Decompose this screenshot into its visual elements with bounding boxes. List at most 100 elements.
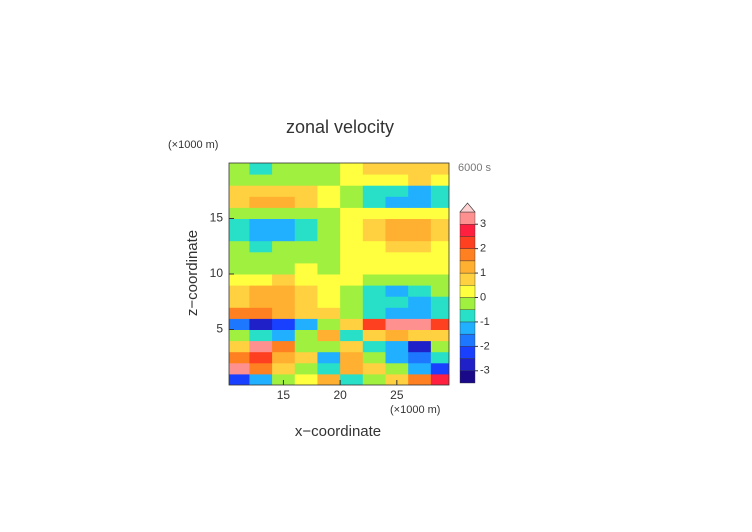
- contour-cell: [340, 229, 364, 242]
- contour-cell: [249, 318, 273, 330]
- contour-cell: [272, 251, 296, 264]
- contour-cell: [249, 240, 273, 253]
- x-tick-label: 15: [277, 388, 291, 402]
- contour-cell: [362, 174, 386, 186]
- contour-cell: [294, 218, 318, 231]
- contour-cell: [408, 318, 432, 330]
- contour-cell: [362, 362, 386, 375]
- contour-cell: [408, 251, 432, 264]
- contour-cell: [362, 262, 386, 275]
- contour-cell: [362, 274, 386, 286]
- contour-cell: [430, 274, 449, 286]
- contour-cell: [430, 229, 449, 242]
- colorbar-band: [459, 346, 476, 359]
- contour-cell: [430, 318, 449, 330]
- contour-cell: [272, 307, 296, 319]
- contour-cell: [317, 262, 341, 275]
- contour-cell: [385, 196, 409, 208]
- contour-cell: [340, 163, 364, 175]
- contour-cell: [249, 218, 273, 231]
- contour-cell: [385, 307, 409, 319]
- contour-cell: [272, 174, 296, 186]
- contour-cell: [362, 296, 386, 308]
- contour-cell: [408, 351, 432, 364]
- contour-cell: [430, 174, 449, 186]
- y-tick-label: 15: [210, 211, 224, 225]
- contour-cell: [385, 251, 409, 264]
- contour-cell: [362, 329, 386, 342]
- colorbar-band: [459, 297, 476, 310]
- contour-cell: [272, 185, 296, 197]
- contour-cell: [340, 196, 364, 208]
- colorbar-extension: [459, 202, 476, 213]
- contour-cell: [340, 340, 364, 353]
- contour-cell: [294, 185, 318, 197]
- contour-cell: [317, 285, 341, 297]
- contour-cell: [229, 185, 250, 197]
- chart-title: zonal velocity: [286, 117, 394, 137]
- colorbar-band: [459, 224, 476, 237]
- contour-cell: [294, 163, 318, 175]
- contour-cell: [385, 207, 409, 219]
- contour-cell: [272, 196, 296, 208]
- contour-cell: [317, 185, 341, 197]
- contour-cell: [294, 240, 318, 253]
- contour-cell: [430, 307, 449, 319]
- contour-cell: [249, 274, 273, 286]
- contour-cell: [340, 274, 364, 286]
- contour-cell: [249, 229, 273, 242]
- contour-cell: [229, 318, 250, 330]
- contour-cell: [249, 362, 273, 375]
- contour-cell: [430, 373, 449, 385]
- contour-cell: [272, 262, 296, 275]
- contour-cell: [249, 207, 273, 219]
- contour-cell: [385, 218, 409, 231]
- contour-cell: [272, 163, 296, 175]
- contour-cell: [408, 329, 432, 342]
- contour-cell: [272, 240, 296, 253]
- contour-cell: [408, 262, 432, 275]
- colorbar-band: [459, 236, 476, 249]
- contour-cell: [294, 307, 318, 319]
- contour-cell: [229, 307, 250, 319]
- contour-cell: [408, 285, 432, 297]
- contour-cell: [229, 240, 250, 253]
- contour-cell: [294, 296, 318, 308]
- contour-cell: [362, 240, 386, 253]
- contour-cell: [229, 196, 250, 208]
- colorbar-tick-label: -1: [480, 316, 490, 328]
- contour-cell: [229, 362, 250, 375]
- contour-cell: [272, 229, 296, 242]
- contour-cell: [362, 229, 386, 242]
- contour-cell: [317, 196, 341, 208]
- contour-cell: [249, 340, 273, 353]
- contour-cell: [317, 351, 341, 364]
- contour-cell: [430, 340, 449, 353]
- contour-cell: [229, 174, 250, 186]
- contour-cell: [272, 340, 296, 353]
- contour-cell: [362, 373, 386, 385]
- contour-cell: [385, 163, 409, 175]
- contour-cell: [272, 373, 296, 385]
- contour-cell: [317, 163, 341, 175]
- contour-cell: [229, 274, 250, 286]
- contour-field: [229, 163, 449, 385]
- contour-cell: [408, 163, 432, 175]
- contour-cell: [294, 318, 318, 330]
- contour-cell: [430, 240, 449, 253]
- contour-cell: [294, 207, 318, 219]
- contour-cell: [249, 373, 273, 385]
- contour-cell: [317, 373, 341, 385]
- y-tick-label: 10: [210, 266, 224, 280]
- contour-cell: [430, 196, 449, 208]
- contour-cell: [340, 207, 364, 219]
- contour-cell: [272, 362, 296, 375]
- contour-cell: [340, 262, 364, 275]
- colorbar-tick-label: 0: [480, 291, 486, 303]
- contour-cell: [317, 218, 341, 231]
- contour-cell: [249, 329, 273, 342]
- contour-cell: [362, 307, 386, 319]
- contour-cell: [385, 362, 409, 375]
- contour-cell: [272, 218, 296, 231]
- x-unit: (×1000 m): [390, 404, 440, 416]
